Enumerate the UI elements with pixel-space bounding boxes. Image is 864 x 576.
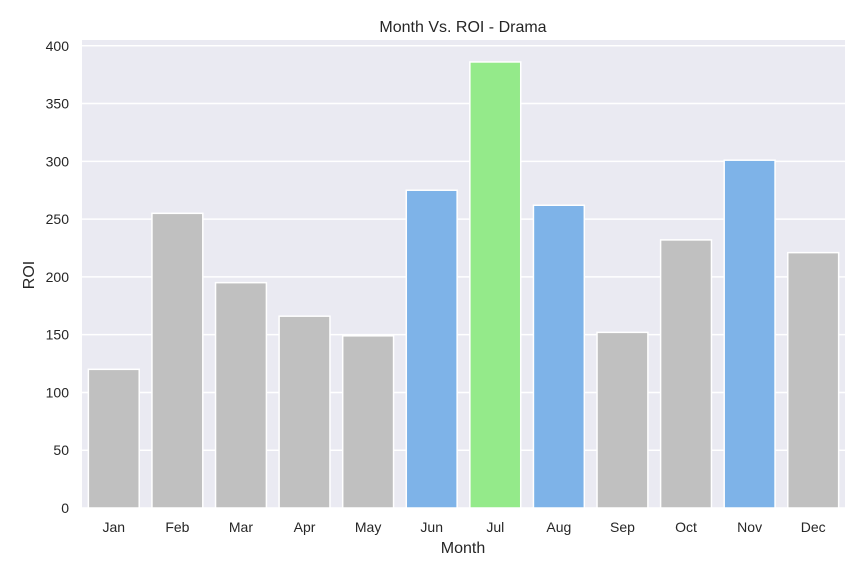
bar-sep: [596, 331, 649, 509]
bar-feb: [151, 212, 204, 509]
plot-area: [82, 40, 845, 508]
bar-may: [341, 335, 395, 509]
x-tick-label: Feb: [165, 519, 189, 535]
bar-mar: [214, 281, 268, 509]
bar-nov: [723, 159, 776, 509]
x-tick-label: Jun: [420, 519, 443, 535]
x-axis-label: Month: [441, 540, 485, 557]
bar-series: [87, 61, 840, 509]
x-tick-label: Aug: [546, 519, 571, 535]
y-tick-label: 350: [46, 96, 70, 112]
x-axis-ticks: Jan Feb Mar Apr May Jun Jul Aug Sep Oct Nov Dec: [103, 519, 826, 535]
x-tick-label: Apr: [294, 519, 316, 535]
x-tick-label: Mar: [229, 519, 253, 535]
y-axis-label: ROI: [21, 261, 38, 289]
bar-jun: [405, 189, 458, 509]
x-tick-label: Oct: [675, 519, 697, 535]
x-tick-label: May: [355, 519, 381, 535]
y-tick-label: 250: [46, 211, 70, 227]
y-tick-label: 150: [46, 327, 70, 343]
y-tick-label: 0: [61, 500, 69, 516]
bar-oct: [659, 239, 713, 509]
bar-aug: [532, 204, 586, 509]
x-tick-label: Nov: [737, 519, 762, 535]
x-tick-label: Dec: [801, 519, 826, 535]
y-axis-ticks: 0 50 100 150 200 250 300 350 400: [46, 38, 70, 516]
x-tick-label: Jan: [103, 519, 126, 535]
bar-apr: [278, 315, 331, 509]
y-tick-label: 300: [46, 153, 70, 169]
x-tick-label: Jul: [486, 519, 504, 535]
y-tick-label: 100: [46, 384, 70, 400]
y-tick-label: 200: [46, 269, 70, 285]
bar-jan: [87, 368, 140, 509]
x-tick-label: Sep: [610, 519, 635, 535]
y-tick-label: 50: [53, 442, 69, 458]
chart-title: Month Vs. ROI - Drama: [379, 19, 546, 36]
bar-dec: [787, 251, 840, 509]
bar-jul: [469, 61, 522, 509]
grid-lines: [82, 45, 845, 509]
y-tick-label: 400: [46, 38, 70, 54]
